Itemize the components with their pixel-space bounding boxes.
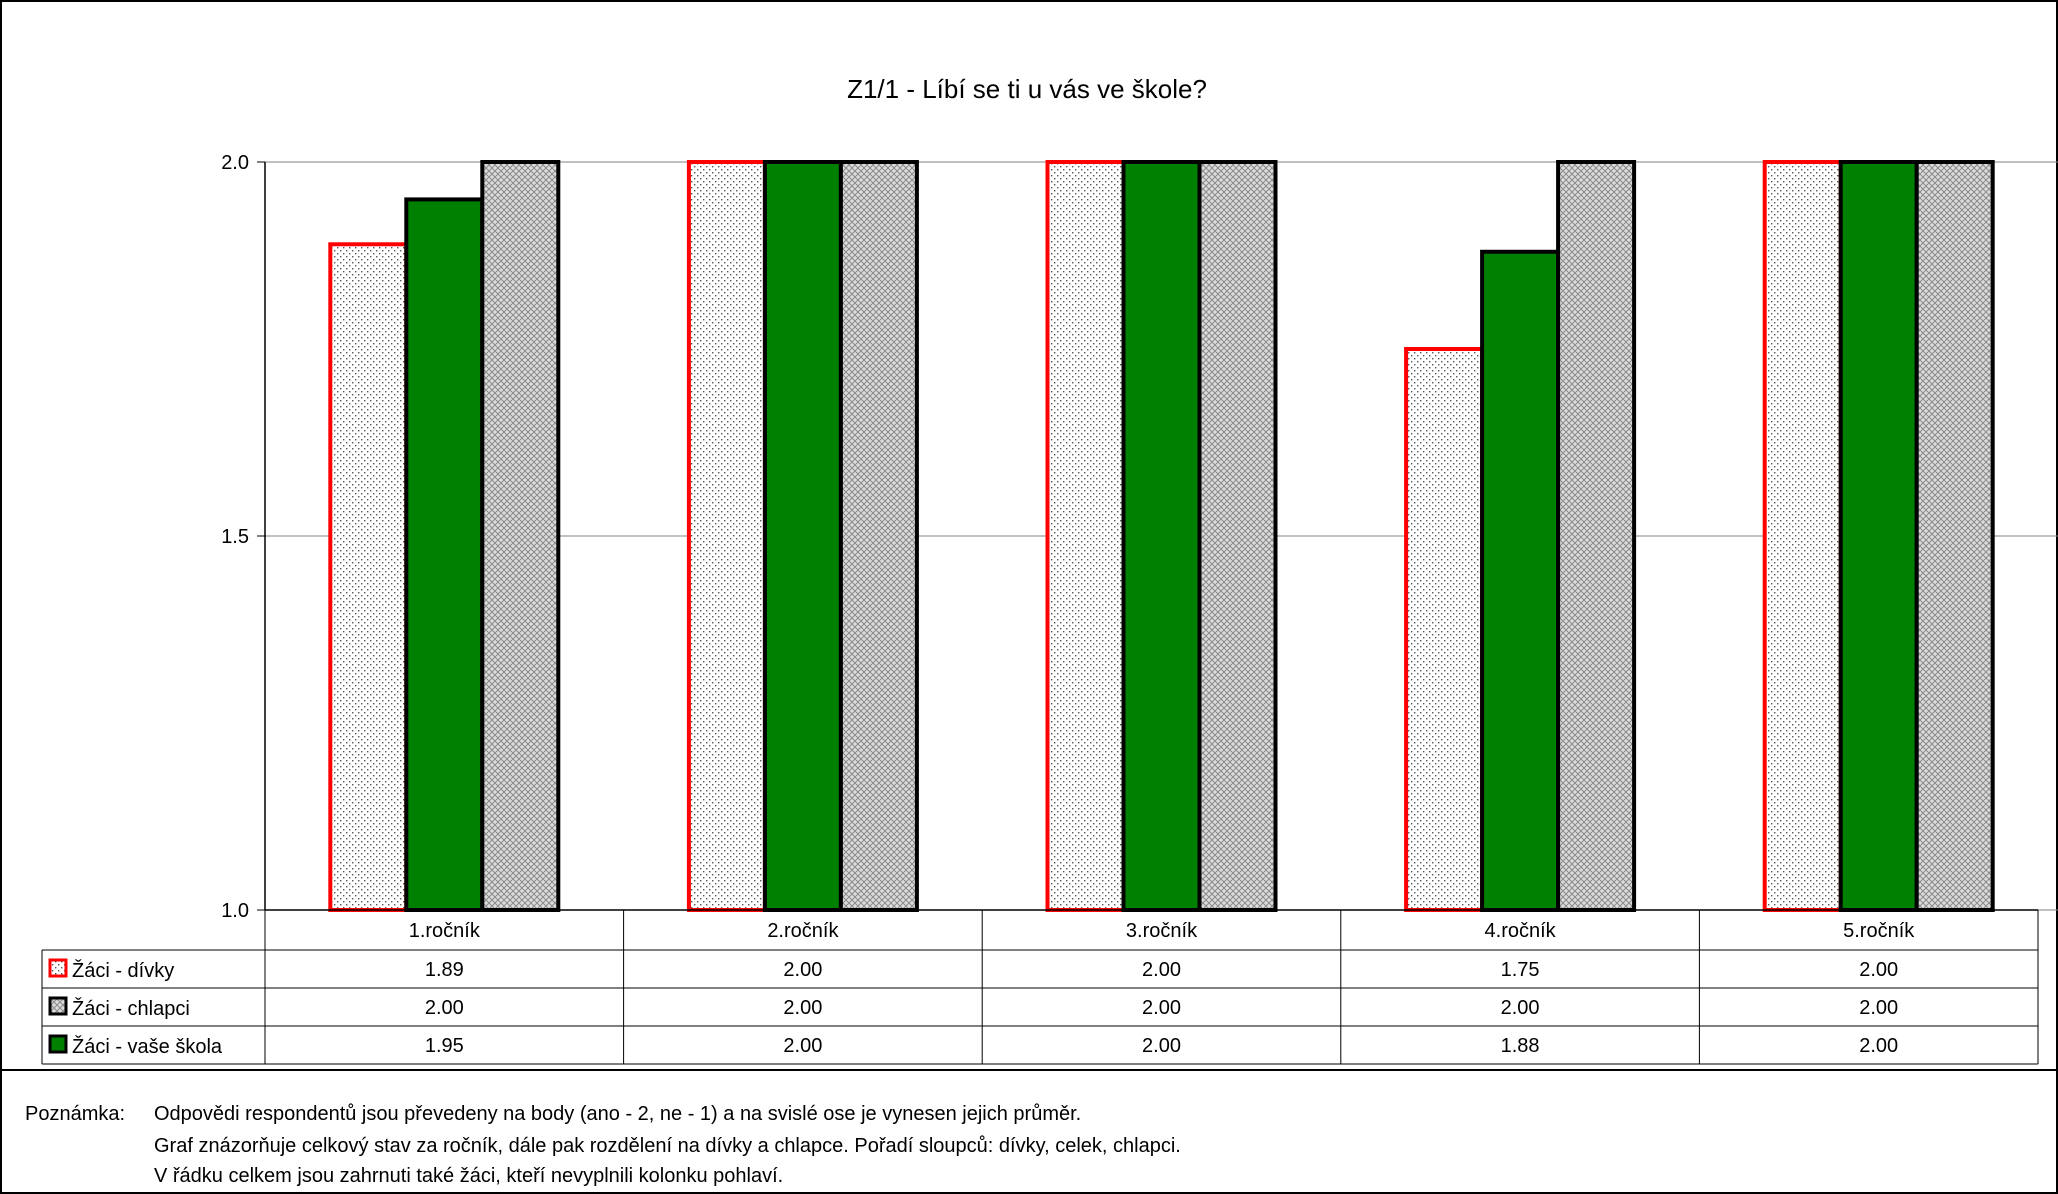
category-label: 3.ročník [1126,920,1198,942]
data-label: 2.00 [1142,997,1181,1019]
bar-boys [1914,160,1995,912]
data-label: 2.00 [1859,997,1898,1019]
data-label: 2.00 [1859,959,1898,981]
category-label: 1.ročník [409,920,481,942]
bar-boys [1197,160,1278,912]
bar-boys [838,160,919,912]
data-label: 1.89 [425,959,464,981]
data-label: 1.75 [1501,959,1540,981]
data-label: 2.00 [1142,959,1181,981]
bar-girls [328,242,409,912]
bar-girls [1045,160,1126,912]
bar-school [762,160,843,912]
bar-girls [1762,160,1843,912]
data-label: 2.00 [1501,997,1540,1019]
bar-school [1480,249,1561,912]
category-label: 4.ročník [1485,920,1557,942]
legend-key-school [48,1034,68,1054]
bar-boys [1556,160,1637,912]
category-label: 5.ročník [1843,920,1915,942]
ytick-label: 1.5 [221,526,249,548]
legend-label: Žáci - chlapci [72,997,190,1020]
data-label: 1.88 [1501,1035,1540,1057]
legend-label: Žáci - dívky [72,959,174,982]
note-line-3: V řádku celkem jsou zahrnuti také žáci, … [154,1165,784,1187]
note-line-2: Graf znázorňuje celkový stav za ročník, … [154,1135,1181,1157]
bar-girls [1404,347,1485,912]
ytick-label: 1.0 [221,900,249,922]
bar-boys [480,160,561,912]
bar-school [404,197,485,912]
legend-label: Žáci - vaše škola [72,1035,223,1058]
category-label: 2.ročník [767,920,839,942]
data-label: 1.95 [425,1035,464,1057]
data-label: 2.00 [425,997,464,1019]
data-label: 2.00 [783,959,822,981]
note-line-1: Odpovědi respondentů jsou převedeny na b… [154,1103,1082,1125]
data-label: 2.00 [1859,1035,1898,1057]
bar-girls [686,160,767,912]
legend-key-boys [48,996,68,1016]
note-label: Poznámka: [25,1103,126,1125]
ytick-label: 2.0 [221,152,249,174]
bar-school [1121,160,1202,912]
legend-key-girls [48,958,68,978]
chart-title: Z1/1 - Líbí se ti u vás ve škole? [847,74,1207,104]
data-label: 2.00 [783,1035,822,1057]
bar-school [1838,160,1919,912]
data-label: 2.00 [783,997,822,1019]
data-label: 2.00 [1142,1035,1181,1057]
